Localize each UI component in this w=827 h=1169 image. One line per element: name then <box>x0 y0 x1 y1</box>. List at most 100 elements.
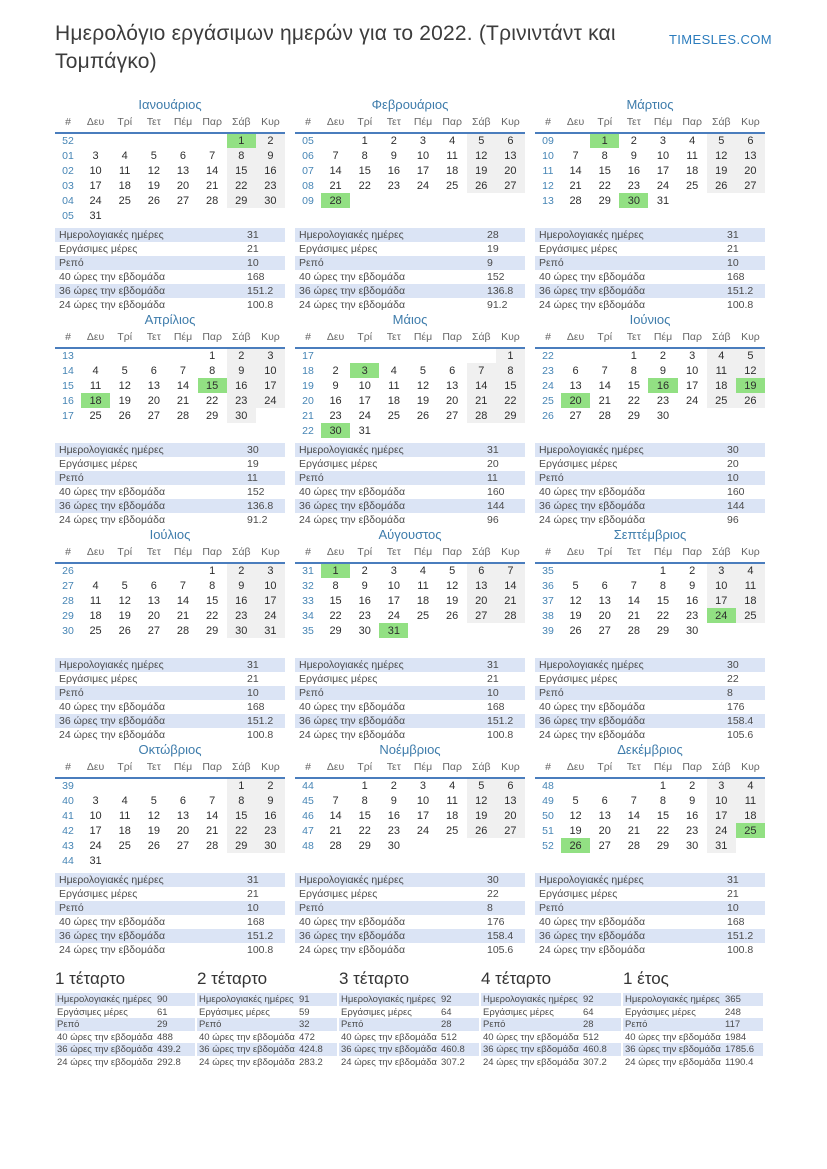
weekday-header: Σάβ <box>706 116 736 135</box>
brand-link[interactable]: TIMESLES.COM <box>668 32 772 47</box>
day-cell: 8 <box>601 149 608 162</box>
day-cell: 15 <box>226 808 256 824</box>
week-number-cell: 52 <box>542 839 554 852</box>
stats-label: 24 ώρες την εβδομάδα <box>539 299 646 312</box>
stats-row: Ημερολογιακές ημέρες 365 <box>623 993 763 1006</box>
day-cell: 20 <box>735 163 765 179</box>
week-number-cell: 02 <box>62 164 74 177</box>
stats-value: 10 <box>727 257 739 270</box>
day-cell: 25 <box>735 608 765 624</box>
weekday-header-row: # Δευ Τρί Τετ Πέμ Παρ Σάβ Κυρ <box>535 331 765 350</box>
empty-day-cell <box>438 423 467 438</box>
stats-value: 100.8 <box>487 729 514 742</box>
stats-label: 40 ώρες την εβδομάδα <box>57 1031 153 1043</box>
week-row: 06 7 8 9 10 11 12 13 <box>295 148 525 164</box>
stats-row: 40 ώρες την εβδομάδα 168 <box>55 915 285 929</box>
stats-label: 24 ώρες την εβδομάδα <box>59 729 166 742</box>
empty-day-cell <box>408 193 437 208</box>
stats-label: 36 ώρες την εβδομάδα <box>539 715 646 728</box>
day-cell: 5 <box>449 565 456 578</box>
day-cell: 5 <box>150 149 157 162</box>
day-cell: 5 <box>466 133 496 149</box>
day-cell: 21 <box>206 824 219 837</box>
empty-day-cell <box>168 563 197 578</box>
stats-row: Ρεπό 11 <box>55 471 285 486</box>
day-cell: 17 <box>706 808 736 824</box>
holiday-day-cell: 24 <box>706 608 736 624</box>
stats-value: 168 <box>727 916 745 929</box>
holiday-day-cell: 25 <box>735 823 765 839</box>
calendar-table: # Δευ Τρί Τετ Πέμ Παρ Σάβ Κυρ 17 1 18 2 3 4 5 6 7 8 19 9 10 1… <box>295 331 525 439</box>
day-cell: 16 <box>329 394 342 407</box>
day-cell: 2 <box>390 780 397 793</box>
stats-value: 365 <box>725 994 741 1006</box>
week-number-cell: 11 <box>542 164 554 177</box>
stats-row: Ρεπό 10 <box>55 256 285 271</box>
week-number-cell: 26 <box>542 409 554 422</box>
weekday-header: Παρ <box>197 331 227 350</box>
day-cell: 30 <box>686 624 699 637</box>
day-cell: 19 <box>118 609 131 622</box>
day-cell: 3 <box>706 563 736 579</box>
empty-day-cell <box>561 348 590 363</box>
calendar-table: # Δευ Τρί Τετ Πέμ Παρ Σάβ Κυρ 09 1 2 3 4 5 6 10 7 8 9 10 11 1… <box>535 116 765 209</box>
week-row: 52 26 27 28 29 30 31 <box>535 838 765 854</box>
day-cell: 16 <box>387 164 400 177</box>
weekday-header: Κυρ <box>735 761 765 780</box>
day-cell: 29 <box>206 624 219 637</box>
day-cell: 19 <box>466 808 496 824</box>
stats-label: Ημερολογιακές ημέρες <box>57 994 152 1006</box>
day-cell: 4 <box>92 364 99 377</box>
day-cell: 11 <box>686 149 698 162</box>
months-grid: Ιανουάριος # Δευ Τρί Τετ Πέμ Παρ Σάβ Κυρ 52 1 2 01 3 4… <box>55 97 772 957</box>
stats-row: 36 ώρες την εβδομάδα 144 <box>295 499 525 514</box>
day-cell: 26 <box>446 609 459 622</box>
weekday-header: Κυρ <box>255 546 285 565</box>
day-cell: 21 <box>329 179 342 192</box>
stats-value: 21 <box>727 243 739 256</box>
day-cell: 8 <box>209 579 216 592</box>
stats-label: Ημερολογιακές ημέρες <box>59 659 164 672</box>
day-cell: 13 <box>446 379 459 392</box>
day-cell: 23 <box>627 179 640 192</box>
stats-label: 24 ώρες την εβδομάδα <box>625 1056 721 1068</box>
week-row: 13 1 2 3 <box>55 348 285 364</box>
empty-day-cell <box>168 348 197 363</box>
empty-day-cell <box>736 623 765 638</box>
stats-row: Ρεπό 29 <box>55 1018 195 1031</box>
stats-table: Ημερολογιακές ημέρες 31 Εργάσιμες μέρες 21 Ρ… <box>55 228 285 312</box>
stats-value: 1984 <box>725 1031 747 1043</box>
day-cell: 5 <box>121 364 128 377</box>
day-cell: 25 <box>446 824 459 837</box>
stats-row: Ρεπό 117 <box>623 1018 763 1031</box>
stats-row: Ρεπό 28 <box>481 1018 621 1031</box>
week-number-cell: 26 <box>62 565 74 578</box>
stats-row: Ρεπό 10 <box>55 686 285 701</box>
day-cell: 27 <box>446 409 459 422</box>
weekday-header: Παρ <box>677 331 707 350</box>
weekday-header: Κυρ <box>735 546 765 565</box>
day-cell: 13 <box>176 809 190 822</box>
day-cell: 19 <box>118 394 131 407</box>
day-cell: 10 <box>706 578 736 594</box>
stats-value: 8 <box>727 687 733 700</box>
summary-block: 1 έτος Ημερολογιακές ημέρες 365 Εργάσιμες μ… <box>623 969 763 1068</box>
day-cell: 30 <box>387 839 400 852</box>
weekday-header: Τρί <box>590 546 620 565</box>
day-cell: 20 <box>176 824 190 837</box>
stats-value: 96 <box>727 514 739 527</box>
day-cell: 16 <box>686 594 699 607</box>
day-cell: 19 <box>147 179 160 192</box>
stats-value: 21 <box>247 673 259 686</box>
day-cell: 30 <box>358 624 371 637</box>
day-cell: 23 <box>686 609 699 622</box>
empty-day-cell <box>438 193 467 208</box>
day-cell: 7 <box>332 794 339 807</box>
stats-row: Ημερολογιακές ημέρες 28 <box>295 228 525 243</box>
week-number-cell: 21 <box>302 409 314 422</box>
day-cell: 21 <box>466 393 496 409</box>
stats-label: Ημερολογιακές ημέρες <box>539 229 644 242</box>
stats-label: 40 ώρες την εβδομάδα <box>299 486 406 499</box>
day-cell: 23 <box>226 393 256 409</box>
day-cell: 19 <box>706 163 736 179</box>
